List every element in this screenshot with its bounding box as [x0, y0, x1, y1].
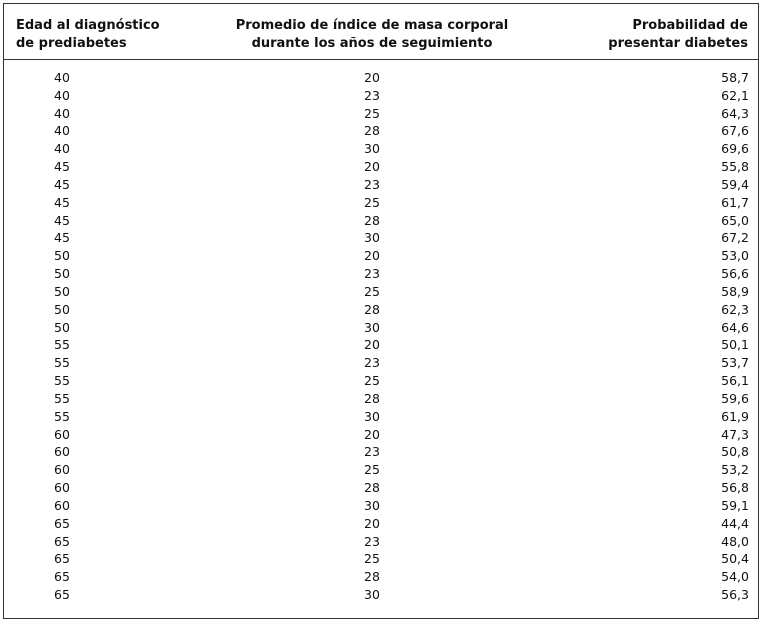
column-header: Edad al diagnóstico	[16, 18, 160, 33]
table-cell: 53,2	[721, 462, 749, 478]
table-cell: 23	[364, 266, 380, 282]
column-header: Promedio de índice de masa corporal	[235, 18, 509, 33]
table-cell: 55	[54, 408, 70, 424]
table-cell: 28	[364, 480, 380, 496]
table-cell: 60	[54, 444, 70, 460]
column-header: de prediabetes	[16, 36, 127, 51]
table-cell: 25	[364, 462, 380, 478]
table-cell: 58,7	[721, 70, 749, 85]
table-cell: 25	[364, 105, 380, 121]
table-cell: 45	[54, 212, 70, 228]
table-cell: 67,6	[721, 123, 749, 139]
table-cell: 65	[54, 551, 70, 567]
table-cell: 47,3	[721, 426, 749, 442]
table-cell: 50,1	[721, 337, 749, 353]
table-cell: 50	[54, 319, 70, 335]
table-cell: 25	[364, 194, 380, 210]
header-rule	[4, 59, 758, 60]
table-cell: 28	[364, 301, 380, 317]
table-cell: 20	[364, 248, 380, 264]
table-cell: 28	[364, 212, 380, 228]
table-cell: 28	[364, 569, 380, 585]
table-cell: 61,7	[721, 194, 749, 210]
column-header: Probabilidad de	[632, 18, 748, 33]
table-cell: 40	[54, 141, 70, 157]
table-cell: 56,8	[721, 480, 749, 496]
table-cell: 60	[54, 497, 70, 513]
table-cell: 45	[54, 230, 70, 246]
table-cell: 48,0	[721, 533, 749, 549]
table-cell: 60	[54, 426, 70, 442]
table-cell: 58,9	[721, 283, 749, 299]
table-cell: 45	[54, 176, 70, 192]
table-cell: 55	[54, 373, 70, 389]
table-cell: 65	[54, 569, 70, 585]
table-cell: 65	[54, 515, 70, 531]
table-cell: 50,8	[721, 444, 749, 460]
table-cell: 59,4	[721, 176, 749, 192]
table-cell: 61,9	[721, 408, 749, 424]
table-cell: 62,1	[721, 87, 749, 103]
table-cell: 54,0	[721, 569, 749, 585]
table-cell: 20	[364, 515, 380, 531]
table-cell: 59,6	[721, 390, 749, 406]
table-cell: 65	[54, 587, 70, 603]
table-cell: 56,1	[721, 373, 749, 389]
table-cell: 23	[364, 444, 380, 460]
table-cell: 50	[54, 248, 70, 264]
table-cell: 56,6	[721, 266, 749, 282]
table-cell: 23	[364, 176, 380, 192]
table-cell: 44,4	[721, 515, 749, 531]
table-cell: 65	[54, 533, 70, 549]
table-cell: 40	[54, 70, 70, 85]
table-cell: 40	[54, 87, 70, 103]
table-cell: 25	[364, 283, 380, 299]
table-cell: 30	[364, 141, 380, 157]
table-cell: 20	[364, 159, 380, 175]
table-cell: 20	[364, 426, 380, 442]
table-cell: 30	[364, 230, 380, 246]
table-cell: 28	[364, 123, 380, 139]
table-cell: 40	[54, 123, 70, 139]
table-cell: 28	[364, 390, 380, 406]
table-cell: 20	[364, 337, 380, 353]
table-cell: 64,3	[721, 105, 749, 121]
table-cell: 69,6	[721, 141, 749, 157]
table-cell: 30	[364, 497, 380, 513]
table-cell: 67,2	[721, 230, 749, 246]
column-header: durante los años de seguimiento	[251, 36, 493, 51]
table-cell: 55	[54, 355, 70, 371]
table-cell: 40	[54, 105, 70, 121]
table-cell: 64,6	[721, 319, 749, 335]
table-cell: 59,1	[721, 497, 749, 513]
table-cell: 65,0	[721, 212, 749, 228]
table-cell: 53,0	[721, 248, 749, 264]
table-cell: 25	[364, 373, 380, 389]
table-cell: 55,8	[721, 159, 749, 175]
table-cell: 60	[54, 462, 70, 478]
table-cell: 60	[54, 480, 70, 496]
table-cell: 56,3	[721, 587, 749, 603]
table-cell: 55	[54, 390, 70, 406]
table-cell: 30	[364, 319, 380, 335]
table-cell: 53,7	[721, 355, 749, 371]
table-cell: 50	[54, 301, 70, 317]
table-cell: 50,4	[721, 551, 749, 567]
table-cell: 23	[364, 355, 380, 371]
table-border	[3, 3, 759, 619]
table-cell: 30	[364, 408, 380, 424]
table-cell: 23	[364, 87, 380, 103]
table-cell: 30	[364, 587, 380, 603]
table-cell: 50	[54, 283, 70, 299]
column-header: presentar diabetes	[608, 36, 748, 51]
table-cell: 23	[364, 533, 380, 549]
table-cell: 20	[364, 70, 380, 85]
table-cell: 25	[364, 551, 380, 567]
table-cell: 45	[54, 194, 70, 210]
table-cell: 55	[54, 337, 70, 353]
table-cell: 62,3	[721, 301, 749, 317]
table-cell: 45	[54, 159, 70, 175]
table-cell: 50	[54, 266, 70, 282]
